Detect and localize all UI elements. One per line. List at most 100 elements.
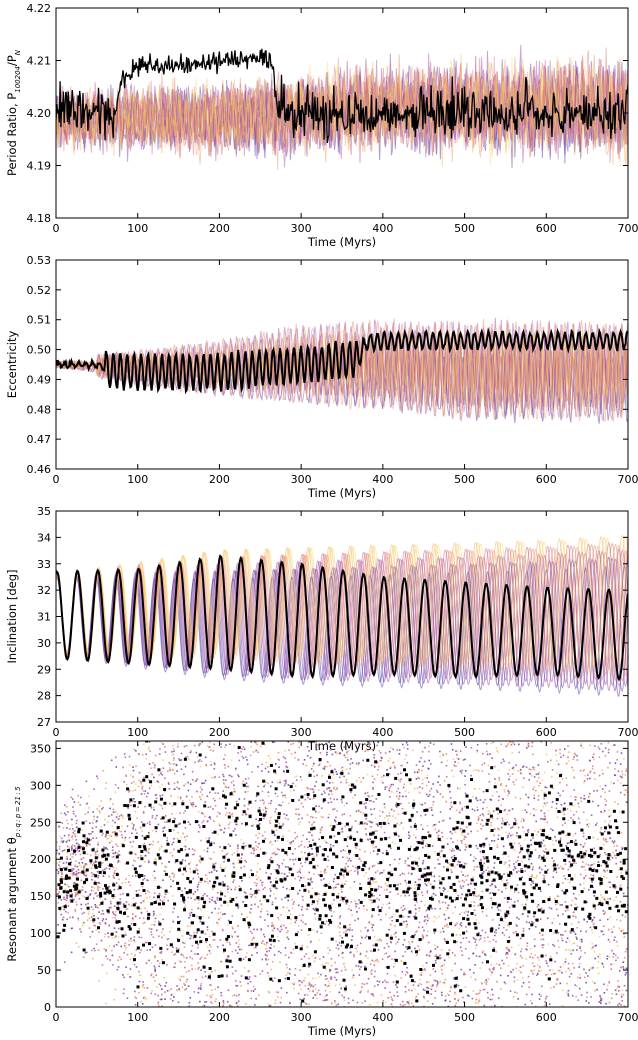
clone-point [427, 917, 430, 919]
clone-point [184, 984, 186, 986]
clone-point [255, 795, 258, 797]
clone-point [624, 774, 626, 776]
clone-point [446, 993, 449, 995]
clone-point [560, 811, 562, 813]
clone-point [497, 834, 500, 837]
clone-point [598, 774, 601, 777]
clone-point [339, 915, 342, 918]
clone-point [408, 885, 410, 888]
clone-point [327, 842, 329, 845]
clone-point [102, 900, 104, 903]
clone-point [264, 743, 266, 746]
clone-point [398, 795, 401, 797]
clone-point [219, 812, 221, 815]
clone-point [93, 947, 95, 950]
clone-point [508, 792, 510, 794]
clone-point [556, 908, 558, 911]
clone-point [461, 831, 463, 834]
clone-point [253, 947, 255, 950]
clone-point [368, 1004, 371, 1006]
clone-point [128, 903, 130, 906]
clone-point [235, 769, 237, 771]
clone-point [71, 836, 73, 839]
clone-point [118, 815, 121, 818]
clone-point [117, 818, 119, 820]
clone-point [99, 811, 101, 814]
clone-point [231, 815, 234, 818]
clone-point [609, 837, 611, 839]
clone-point [138, 779, 140, 782]
clone-point [80, 879, 83, 882]
clone-point [117, 853, 120, 856]
clone-point [185, 756, 187, 759]
clone-point [434, 894, 437, 897]
clone-point [227, 919, 230, 922]
clone-point [485, 838, 487, 840]
clone-point [476, 751, 479, 753]
clone-point [316, 992, 319, 994]
clone-point [442, 795, 445, 798]
clone-point [164, 985, 166, 987]
clone-point [185, 971, 188, 973]
clone-point [75, 870, 78, 873]
clone-point [597, 804, 600, 807]
clone-point [580, 744, 583, 747]
clone-point [237, 862, 240, 864]
clone-point [168, 861, 171, 863]
clone-point [520, 914, 523, 916]
clone-point [313, 821, 315, 823]
clone-point [343, 962, 345, 965]
clone-point [537, 764, 540, 766]
clone-point [540, 809, 542, 812]
clone-point [577, 921, 580, 924]
clone-point [97, 917, 99, 920]
clone-point [184, 960, 186, 963]
clone-point [576, 938, 578, 940]
clone-point [534, 954, 536, 956]
clone-point [216, 892, 219, 894]
clone-point [64, 883, 66, 886]
clone-point [373, 936, 376, 938]
clone-point [512, 825, 515, 827]
clone-point [285, 765, 287, 768]
clone-point [229, 897, 232, 899]
clone-point [486, 981, 488, 983]
clone-point [509, 888, 512, 891]
clone-point [462, 996, 464, 999]
clone-point [146, 879, 149, 881]
clone-point [433, 875, 436, 878]
clone-point [620, 872, 623, 875]
clone-point [130, 923, 133, 925]
clone-point [557, 792, 560, 794]
clone-point [73, 830, 76, 832]
clone-point [159, 894, 162, 897]
clone-point [545, 995, 548, 998]
clone-point [224, 867, 227, 869]
clone-point [370, 993, 373, 995]
clone-point [227, 843, 230, 845]
clone-point [148, 959, 150, 962]
clone-point [102, 806, 104, 809]
clone-point [431, 907, 433, 910]
clone-point [546, 973, 549, 976]
clone-point [450, 850, 453, 852]
clone-point [190, 802, 192, 805]
clone-point [533, 915, 535, 918]
clone-point [243, 790, 246, 793]
clone-point [308, 878, 310, 880]
clone-point [286, 854, 288, 857]
clone-point [204, 779, 207, 782]
clone-point [396, 795, 398, 798]
clone-point [280, 804, 282, 807]
clone-point [92, 921, 95, 923]
clone-point [412, 938, 414, 941]
clone-point [360, 966, 362, 968]
clone-point [479, 937, 482, 940]
clone-point [465, 862, 468, 865]
clone-point [285, 931, 288, 934]
clone-point [475, 796, 478, 799]
clone-point [86, 874, 88, 876]
clone-point [213, 842, 215, 844]
clone-point [82, 921, 85, 924]
clone-point [387, 981, 389, 984]
